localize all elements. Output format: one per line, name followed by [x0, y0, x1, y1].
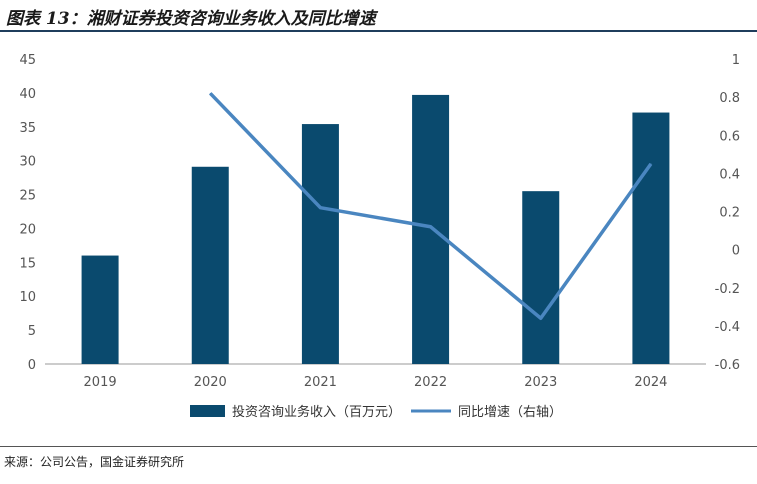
right-tick-label: -0.4: [715, 320, 740, 335]
x-tick-label: 2019: [84, 375, 117, 390]
bar: [412, 94, 450, 364]
right-tick-label: -0.6: [715, 358, 740, 373]
line-point: [650, 163, 652, 165]
bar: [81, 255, 119, 364]
left-tick-label: 0: [28, 358, 36, 373]
bar: [632, 112, 670, 365]
bar: [522, 191, 560, 364]
x-axis: 2019 2020 2021 2022 2023 2024: [84, 375, 668, 390]
line-point: [209, 92, 211, 94]
x-tick-label: 2022: [414, 375, 447, 390]
left-tick-label: 45: [19, 53, 36, 68]
left-tick-label: 35: [19, 121, 36, 136]
right-tick-label: -0.2: [715, 282, 740, 297]
right-tick-label: 0.8: [719, 91, 740, 106]
title-bar: 图表 13：湘财证券投资咨询业务收入及同比增速: [0, 0, 757, 34]
line-series: [208, 92, 653, 320]
right-tick-label: 0.6: [719, 129, 740, 144]
bar-series: [81, 94, 670, 365]
right-tick-label: 0.4: [719, 167, 740, 182]
left-tick-label: 15: [19, 256, 36, 271]
x-tick-label: 2021: [304, 375, 337, 390]
x-tick-label: 2024: [634, 375, 667, 390]
legend-line-label: 同比增速（右轴）: [458, 405, 562, 420]
right-tick-label: 0.2: [719, 206, 740, 221]
source-divider: [0, 446, 757, 447]
left-axis: 0 5 10 15 20 25 30 35 40 45: [19, 53, 36, 373]
legend-bar-swatch: [190, 405, 225, 417]
left-tick-label: 20: [19, 222, 36, 237]
right-tick-label: 0: [732, 244, 740, 259]
title-divider: [0, 30, 757, 32]
left-tick-label: 30: [19, 155, 36, 170]
left-tick-label: 40: [19, 87, 36, 102]
line-point: [430, 226, 432, 228]
left-tick-label: 25: [19, 189, 36, 204]
line-point: [540, 317, 542, 319]
legend-bar-label: 投资咨询业务收入（百万元）: [232, 404, 401, 420]
chart-title: 图表 13：湘财证券投资咨询业务收入及同比增速: [6, 9, 376, 29]
x-tick-label: 2023: [524, 375, 557, 390]
bar: [191, 166, 229, 364]
left-tick-label: 5: [28, 324, 36, 339]
chart: 0 5 10 15 20 25 30 35 40 45 -0.6 -0.4 -0.2 0 0.2 0.4 0.…: [19, 53, 740, 420]
source-note: 来源：公司公告，国金证券研究所: [4, 455, 185, 469]
line-point: [319, 207, 321, 209]
left-tick-label: 10: [19, 290, 36, 305]
bar: [301, 124, 339, 364]
right-tick-label: 1: [732, 53, 740, 68]
legend: 投资咨询业务收入（百万元） 同比增速（右轴）: [190, 404, 562, 420]
x-tick-label: 2020: [194, 375, 227, 390]
right-axis: -0.6 -0.4 -0.2 0 0.2 0.4 0.6 0.8 1: [715, 53, 740, 373]
